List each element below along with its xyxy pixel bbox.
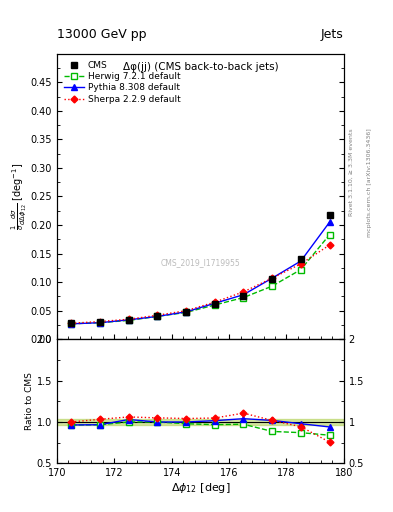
Y-axis label: $\frac{1}{\sigma}\frac{d\sigma}{d\Delta\phi_{12}}$ [deg$^{-1}$]: $\frac{1}{\sigma}\frac{d\sigma}{d\Delta\… bbox=[10, 163, 29, 230]
Y-axis label: Ratio to CMS: Ratio to CMS bbox=[25, 372, 34, 430]
Text: 13000 GeV pp: 13000 GeV pp bbox=[57, 28, 147, 41]
X-axis label: $\Delta\phi_{12}$ [deg]: $\Delta\phi_{12}$ [deg] bbox=[171, 481, 230, 495]
Text: CMS_2019_I1719955: CMS_2019_I1719955 bbox=[161, 258, 240, 267]
Text: Jets: Jets bbox=[321, 28, 344, 41]
Text: mcplots.cern.ch [arXiv:1306.3436]: mcplots.cern.ch [arXiv:1306.3436] bbox=[367, 128, 372, 237]
Text: Rivet 3.1.10, ≥ 3.3M events: Rivet 3.1.10, ≥ 3.3M events bbox=[349, 128, 354, 216]
Legend: CMS, Herwig 7.2.1 default, Pythia 8.308 default, Sherpa 2.2.9 default: CMS, Herwig 7.2.1 default, Pythia 8.308 … bbox=[61, 58, 183, 106]
Text: Δφ(jj) (CMS back-to-back jets): Δφ(jj) (CMS back-to-back jets) bbox=[123, 62, 278, 72]
Bar bbox=[57, 419, 344, 425]
